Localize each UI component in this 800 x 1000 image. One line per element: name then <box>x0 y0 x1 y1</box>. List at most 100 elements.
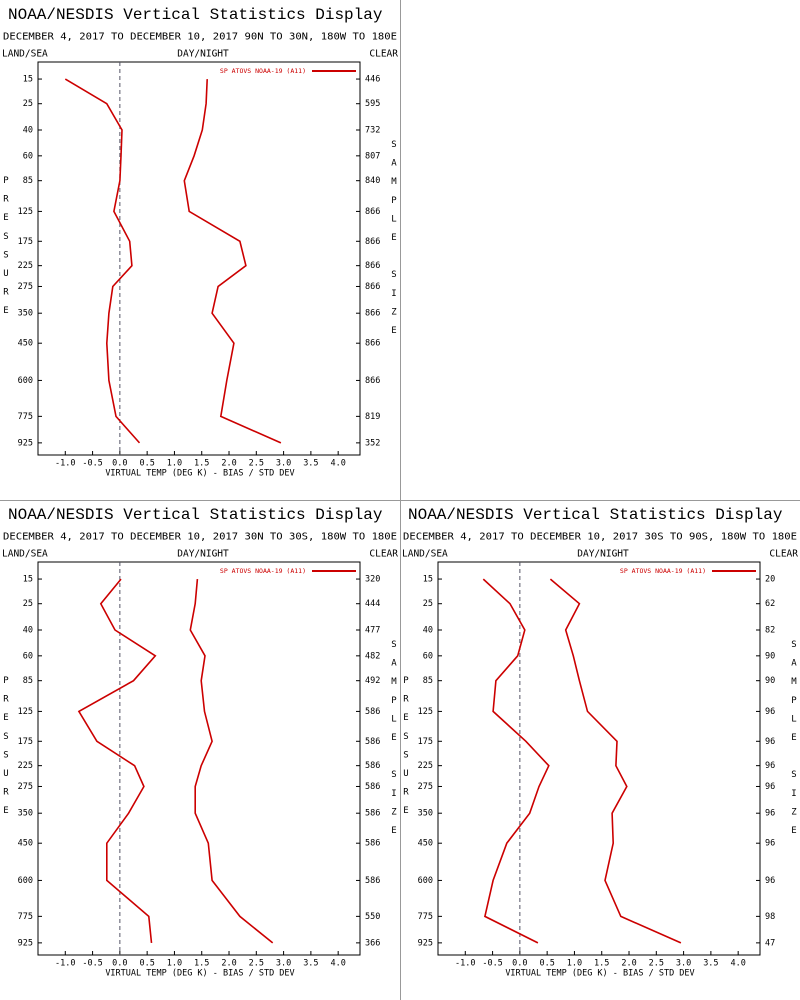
sample-size-label: 550 <box>365 912 380 922</box>
header-left: LAND/SEA <box>2 49 48 60</box>
y-tick-label: 40 <box>23 125 33 135</box>
y-tick-label: 25 <box>23 99 33 109</box>
x-tick-label: 2.5 <box>249 959 264 969</box>
sample-size-label: 866 <box>365 376 380 386</box>
x-axis-label: VIRTUAL TEMP (DEG K) - BIAS / STD DEV <box>505 969 694 979</box>
y-tick-label: 350 <box>18 809 33 819</box>
x-tick-label: -0.5 <box>482 959 502 969</box>
y-tick-label: 600 <box>18 376 33 386</box>
x-tick-label: 4.0 <box>330 959 345 969</box>
x-tick-label: 3.5 <box>303 959 318 969</box>
y2-axis-label: SAMPLE SIZE <box>389 140 399 345</box>
sample-size-label: 586 <box>365 809 380 819</box>
sample-size-label: 732 <box>365 125 380 135</box>
y-tick-label: 60 <box>23 651 33 661</box>
y-tick-label: 85 <box>423 676 433 686</box>
profile-line <box>189 579 274 944</box>
sample-size-label: 477 <box>365 625 380 635</box>
y-tick-label: 175 <box>18 237 33 247</box>
legend-label: SP ATOVS NOAA-19 (A11) <box>220 67 306 75</box>
profile-line <box>64 78 141 444</box>
x-tick-label: -1.0 <box>55 959 75 969</box>
sample-size-label: 90 <box>765 651 775 661</box>
y-tick-label: 350 <box>18 309 33 319</box>
y-tick-label: 175 <box>418 737 433 747</box>
y-tick-label: 125 <box>418 707 433 717</box>
x-tick-label: 4.0 <box>330 459 345 469</box>
y-tick-label: 600 <box>418 876 433 886</box>
sample-size-label: 840 <box>365 176 380 186</box>
sample-size-label: 82 <box>765 625 775 635</box>
header-left: LAND/SEA <box>2 549 48 560</box>
header-center: DAY/NIGHT <box>177 49 229 60</box>
sample-size-label: 47 <box>765 938 775 948</box>
x-tick-label: 2.0 <box>221 459 236 469</box>
y-tick-label: 450 <box>18 339 33 349</box>
plot-frame <box>37 561 361 956</box>
y-axis-label: PRESSURE <box>401 676 411 825</box>
x-tick-label: 3.5 <box>703 959 718 969</box>
x-tick-label: -1.0 <box>455 959 475 969</box>
x-axis-label: VIRTUAL TEMP (DEG K) - BIAS / STD DEV <box>105 469 294 479</box>
x-tick-label: 1.0 <box>167 459 182 469</box>
y-tick-label: 225 <box>18 761 33 771</box>
y-tick-label: 450 <box>18 839 33 849</box>
sample-size-label: 866 <box>365 261 380 271</box>
plot-frame <box>37 61 361 456</box>
panel: NOAA/NESDIS Vertical Statistics Display D… <box>1 506 399 978</box>
panel: NOAA/NESDIS Vertical Statistics Display D… <box>401 506 799 978</box>
header-right: CLEAR <box>369 49 398 60</box>
x-tick-label: 1.5 <box>194 459 209 469</box>
x-tick-label: 3.0 <box>276 459 291 469</box>
header-center: DAY/NIGHT <box>177 549 229 560</box>
y-axis-label: PRESSURE <box>1 176 11 325</box>
y-tick-label: 60 <box>23 151 33 161</box>
y-tick-label: 450 <box>418 839 433 849</box>
y-tick-label: 15 <box>23 75 33 85</box>
y-tick-label: 85 <box>23 676 33 686</box>
sample-size-label: 482 <box>365 651 380 661</box>
y-tick-label: 775 <box>18 912 33 922</box>
sample-size-label: 586 <box>365 876 380 886</box>
sample-size-label: 320 <box>365 575 380 585</box>
x-tick-label: 1.0 <box>567 959 582 969</box>
y-tick-label: 25 <box>23 599 33 609</box>
sample-size-label: 62 <box>765 599 775 609</box>
sample-size-label: 352 <box>365 438 380 448</box>
y-tick-label: 15 <box>23 575 33 585</box>
profile-line <box>482 578 550 944</box>
y-tick-label: 775 <box>418 912 433 922</box>
sample-size-label: 96 <box>765 782 775 792</box>
x-tick-label: -0.5 <box>82 459 102 469</box>
sample-size-label: 586 <box>365 761 380 771</box>
subtitle: DECEMBER 4, 2017 TO DECEMBER 10, 2017 90… <box>3 32 397 43</box>
x-tick-label: 1.5 <box>194 959 209 969</box>
y-tick-label: 40 <box>423 625 433 635</box>
x-tick-label: 2.0 <box>221 959 236 969</box>
y-tick-label: 15 <box>423 575 433 585</box>
x-tick-label: 2.5 <box>249 459 264 469</box>
sample-size-label: 586 <box>365 782 380 792</box>
y-axis-label: PRESSURE <box>1 676 11 825</box>
sample-size-label: 366 <box>365 938 380 948</box>
y-tick-label: 40 <box>23 625 33 635</box>
x-tick-label: 0.0 <box>112 459 127 469</box>
x-tick-label: 3.5 <box>303 459 318 469</box>
sample-size-label: 866 <box>365 282 380 292</box>
x-tick-label: 1.5 <box>594 959 609 969</box>
y-tick-label: 350 <box>418 809 433 819</box>
title: NOAA/NESDIS Vertical Statistics Display <box>408 506 783 524</box>
y2-axis-label: SAMPLE SIZE <box>389 640 399 845</box>
x-tick-label: -0.5 <box>82 959 102 969</box>
sample-size-label: 586 <box>365 707 380 717</box>
y-tick-label: 225 <box>18 261 33 271</box>
y2-axis-label: SAMPLE SIZE <box>789 640 799 845</box>
title: NOAA/NESDIS Vertical Statistics Display <box>8 6 383 24</box>
legend-label: SP ATOVS NOAA-19 (A11) <box>620 567 706 575</box>
x-tick-label: 4.0 <box>730 959 745 969</box>
sample-size-label: 446 <box>365 75 380 85</box>
subtitle: DECEMBER 4, 2017 TO DECEMBER 10, 2017 30… <box>403 532 797 543</box>
subtitle: DECEMBER 4, 2017 TO DECEMBER 10, 2017 30… <box>3 532 397 543</box>
legend-label: SP ATOVS NOAA-19 (A11) <box>220 567 306 575</box>
title: NOAA/NESDIS Vertical Statistics Display <box>8 506 383 524</box>
